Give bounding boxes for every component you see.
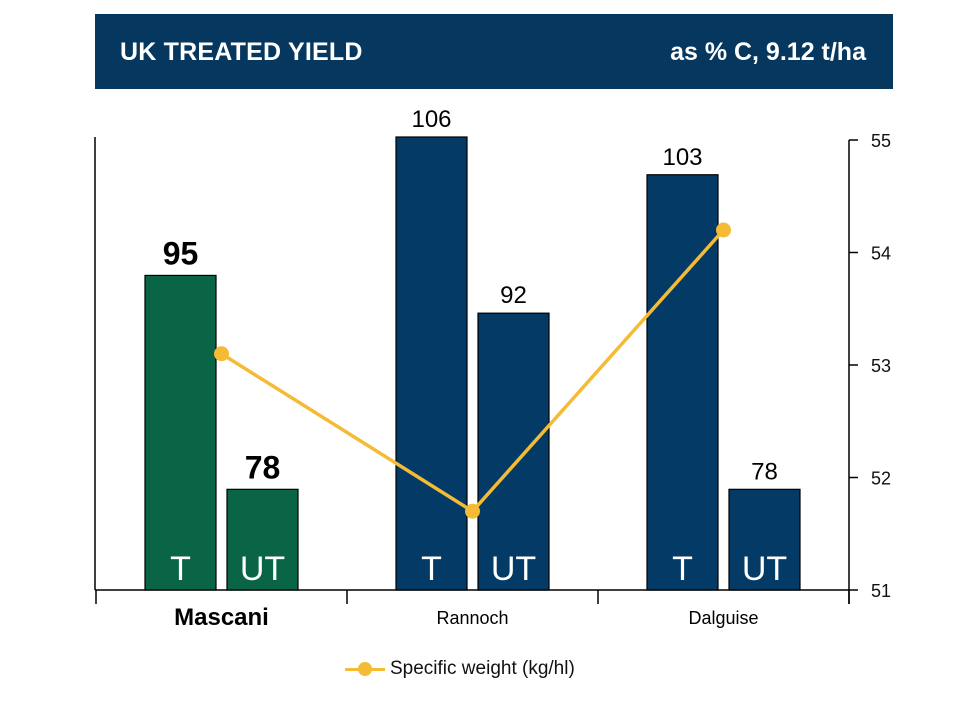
- x-category-label-mascani: Mascani: [174, 604, 269, 631]
- bar-dalguise-t: [646, 174, 719, 591]
- bar-inner-label: UT: [742, 550, 787, 588]
- right-axis-tick-label: 51: [871, 581, 891, 601]
- specific-weight-point: [716, 222, 731, 238]
- chart-subtitle: as % C, 9.12 t/ha: [670, 38, 866, 66]
- bar-value-label: 95: [163, 235, 199, 271]
- right-axis-tick-label: 54: [871, 244, 891, 264]
- bar-mascani-ut: [226, 488, 299, 591]
- bar-mascani-t: [144, 274, 217, 591]
- specific-weight-point: [465, 503, 480, 519]
- right-axis-tick-label: 52: [871, 469, 891, 489]
- x-category-label-rannoch: Rannoch: [436, 608, 508, 628]
- bar-value-label: 92: [500, 282, 527, 309]
- x-category-label-dalguise: Dalguise: [688, 608, 758, 628]
- bar-inner-label: T: [672, 550, 693, 588]
- legend-label: Specific weight (kg/hl): [390, 658, 575, 679]
- bar-dalguise-ut: [728, 488, 801, 591]
- legend: Specific weight (kg/hl): [345, 658, 575, 680]
- bar-rannoch-t: [395, 136, 468, 591]
- labels: 51 52 53 54 55 T 95 UT 78 Mascani T 106 UT 92 Rannoch T…: [163, 106, 891, 631]
- bar-value-label: 103: [662, 144, 702, 171]
- right-axis-tick-label: 53: [871, 356, 891, 376]
- bar-rannoch-ut: [477, 312, 550, 591]
- right-axis-tick-label: 55: [871, 131, 891, 151]
- bar-value-label: 78: [245, 449, 281, 485]
- chart-header: UK TREATED YIELD as % C, 9.12 t/ha: [95, 14, 893, 89]
- axes: [94, 137, 858, 604]
- bar-inner-label: UT: [491, 550, 536, 588]
- legend-line-marker-icon: [345, 659, 385, 679]
- bar-inner-label: T: [170, 550, 191, 588]
- chart-title: UK TREATED YIELD: [120, 38, 363, 66]
- bars: [144, 136, 801, 591]
- bar-inner-label: T: [421, 550, 442, 588]
- specific-weight-line: [214, 222, 731, 519]
- bar-inner-label: UT: [240, 550, 285, 588]
- bar-value-label: 78: [751, 458, 778, 485]
- specific-weight-point: [214, 346, 229, 362]
- bar-value-label: 106: [411, 106, 451, 133]
